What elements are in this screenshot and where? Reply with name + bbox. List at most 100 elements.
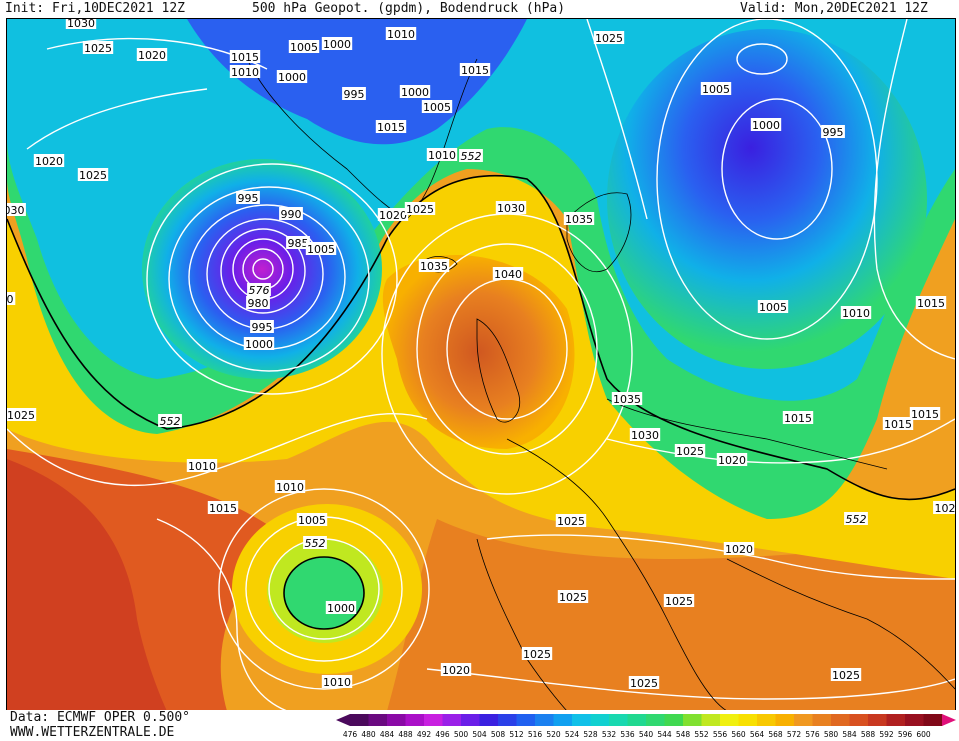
isobar-label: 1030	[67, 19, 95, 30]
isobar-label-bg	[757, 300, 789, 313]
south-warm-region	[387, 519, 955, 711]
isobar-label: 1005	[702, 83, 730, 96]
isobar-label: 1010	[323, 676, 351, 689]
isobar-label-bg	[440, 663, 472, 676]
scale-label: 560	[731, 730, 746, 739]
scale-label: 528	[583, 730, 598, 739]
russian-low	[607, 29, 927, 369]
isobar-label: 1030	[497, 202, 525, 215]
isobar-label: 1025	[406, 203, 434, 216]
scale-swatch	[590, 714, 610, 726]
geopotential-label-bg	[844, 512, 868, 525]
scale-swatch	[757, 714, 776, 726]
geopotential-label: 552	[846, 513, 867, 526]
scale-swatch	[350, 714, 369, 726]
scale-swatch	[886, 714, 906, 726]
isobar-label-bg	[250, 320, 274, 333]
isobar-label: 990	[281, 208, 302, 221]
sw-hot-region	[7, 459, 167, 711]
isobar-label-bg	[555, 514, 587, 527]
isobar-label: 1010	[231, 66, 259, 79]
map-title: 500 hPa Geopot. (gpdm), Bodendruck (hPa)	[252, 1, 566, 16]
isobar-label-bg	[236, 191, 260, 204]
scale-label: 496	[435, 730, 450, 739]
isobar-label-bg	[385, 27, 417, 40]
isobar-label: 995	[823, 126, 844, 139]
isobar-label: 1005	[759, 301, 787, 314]
isobar-label-bg	[342, 87, 366, 100]
isobar-label: 1005	[307, 243, 335, 256]
geopotential-label-bg	[459, 149, 483, 162]
scale-swatch	[738, 714, 758, 726]
scale-swatch	[775, 714, 795, 726]
scale-label: 516	[528, 730, 543, 739]
isobar-label: 1030	[631, 429, 659, 442]
scale-swatch	[720, 714, 739, 726]
isobar-label-bg	[375, 120, 407, 133]
isobars	[7, 19, 955, 711]
isobar-label: 1020	[718, 454, 746, 467]
isobar-label: 1035	[420, 260, 448, 273]
isobar-label: 1025	[84, 42, 112, 55]
scale-label: 512	[509, 730, 524, 739]
isobar-label-bg	[399, 85, 431, 98]
isobar-label: 1010	[842, 307, 870, 320]
scale-label: 552	[694, 730, 709, 739]
scale-label: 564	[750, 730, 765, 739]
scale-label: 536	[620, 730, 635, 739]
scale-swatch	[368, 714, 388, 726]
scale-label: 484	[380, 730, 395, 739]
scale-swatch	[461, 714, 480, 726]
isobar-label: 1025	[630, 677, 658, 690]
scale-swatch	[479, 714, 499, 726]
scale-swatch	[609, 714, 628, 726]
scale-swatch	[627, 714, 647, 726]
isobar-label: 1020	[379, 209, 407, 222]
isobar-label-bg	[663, 594, 695, 607]
isobar-label-bg	[404, 202, 436, 215]
isobar-label-bg	[274, 480, 306, 493]
scale-swatch	[849, 714, 869, 726]
isobar-label: 1000	[401, 86, 429, 99]
scale-swatch	[498, 714, 517, 726]
scale-label: 508	[491, 730, 506, 739]
scale-arrow-left	[336, 714, 350, 726]
isobar-label: 1005	[290, 41, 318, 54]
isobar-label: 1040	[494, 268, 522, 281]
isobar-label-bg	[821, 125, 845, 138]
scale-label: 548	[676, 730, 691, 739]
scale-swatch	[535, 714, 554, 726]
scale-swatch	[424, 714, 443, 726]
isobar-label: 1025	[523, 648, 551, 661]
isobar-label: 1015	[377, 121, 405, 134]
isobar-label-bg	[421, 100, 453, 113]
scale-swatch	[683, 714, 702, 726]
scale-label: 580	[824, 730, 839, 739]
scale-label: 492	[417, 730, 432, 739]
scale-swatch	[701, 714, 721, 726]
scale-label: 540	[639, 730, 654, 739]
isobar-label: 1015	[911, 408, 939, 421]
scale-label: 572	[787, 730, 802, 739]
isobar-label: 1020	[442, 664, 470, 677]
scale-swatch	[812, 714, 832, 726]
isobar-label-bg	[136, 48, 168, 61]
isobar-label: 1000	[323, 38, 351, 51]
scale-swatch	[572, 714, 591, 726]
isobar-label: 1025	[595, 32, 623, 45]
isobar-label-bg	[305, 242, 337, 255]
isobar-label-bg	[296, 513, 328, 526]
scale-swatch	[664, 714, 684, 726]
scale-label: 476	[343, 730, 358, 739]
isobar-label: 1035	[613, 393, 641, 406]
geopotential-label: 576	[249, 284, 270, 297]
isobar-label-bg	[229, 50, 261, 63]
scale-label: 520	[546, 730, 561, 739]
isobar-label: 1025	[557, 515, 585, 528]
isobar-label: 1025	[7, 409, 35, 422]
scale-swatch	[868, 714, 887, 726]
scale-arrow-right	[942, 714, 956, 726]
scale-label: 500	[454, 730, 469, 739]
isobar-label-bg	[7, 408, 37, 421]
scale-label: 600	[916, 730, 931, 739]
